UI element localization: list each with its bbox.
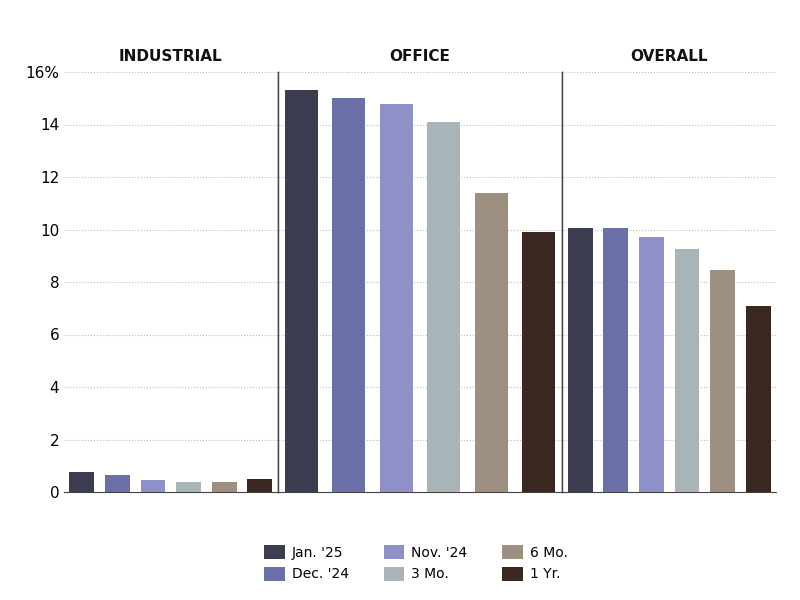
Bar — [427, 122, 460, 492]
Bar — [568, 228, 593, 492]
Legend: Jan. '25, Dec. '24, Nov. '24, 3 Mo., 6 Mo., 1 Yr.: Jan. '25, Dec. '24, Nov. '24, 3 Mo., 6 M… — [258, 539, 574, 587]
Bar — [522, 232, 555, 492]
Bar — [332, 98, 366, 492]
Bar — [603, 228, 628, 492]
Bar — [380, 103, 413, 492]
Bar — [141, 480, 166, 492]
Title: INDUSTRIAL: INDUSTRIAL — [119, 49, 222, 64]
Bar — [105, 475, 130, 492]
Bar — [176, 482, 201, 492]
Bar — [247, 479, 272, 492]
Bar — [674, 249, 699, 492]
Bar — [639, 238, 664, 492]
Bar — [70, 472, 94, 492]
Title: OVERALL: OVERALL — [630, 49, 708, 64]
Bar — [474, 193, 508, 492]
Title: OFFICE: OFFICE — [390, 49, 450, 64]
Bar — [746, 305, 770, 492]
Bar — [212, 481, 237, 492]
Bar — [710, 270, 735, 492]
Bar — [285, 91, 318, 492]
